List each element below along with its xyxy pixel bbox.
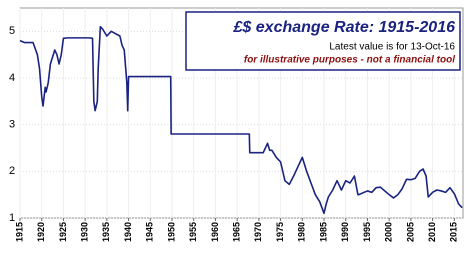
x-tick-label: 1920 [36,222,46,242]
x-tick-label: 1935 [101,222,111,242]
x-tick-label: 1970 [253,222,263,242]
data-line [19,25,463,215]
y-tick-label: 5 [9,25,15,37]
x-tick-label: 1915 [14,222,24,242]
x-tick-label: 1930 [80,222,90,242]
x-tick-label: 1980 [297,222,307,242]
x-tick-label: 1975 [275,222,285,242]
y-tick-label: 1 [9,212,15,224]
subtitle: Latest value is for 13-Oct-16 [329,42,455,53]
x-tick-label: 1965 [232,222,242,242]
x-tick-label: 1940 [123,222,133,242]
x-tick-label: 1950 [166,222,176,242]
annotation: for illustrative purposes - not a financ… [244,55,455,66]
x-tick-label: 1985 [318,222,328,242]
x-tick-label: 2000 [384,222,394,242]
x-tick-label: 1945 [145,222,155,242]
y-tick-label: 3 [9,119,15,131]
x-tick-label: 2015 [449,222,459,242]
x-tick-label: 1955 [188,222,198,242]
x-tick-label: 1990 [340,222,350,242]
info-box [185,11,461,71]
x-tick-label: 2005 [405,222,415,242]
chart-title: £$ exchange Rate: 1915-2016 [233,19,456,36]
x-tick-label: 1925 [58,222,68,242]
y-tick-label: 2 [9,165,15,177]
series [19,25,463,215]
y-tick-label: 4 [9,72,15,84]
x-tick-label: 1995 [362,222,372,242]
x-tick-label: 1960 [210,222,220,242]
x-tick-label: 2010 [427,222,437,242]
